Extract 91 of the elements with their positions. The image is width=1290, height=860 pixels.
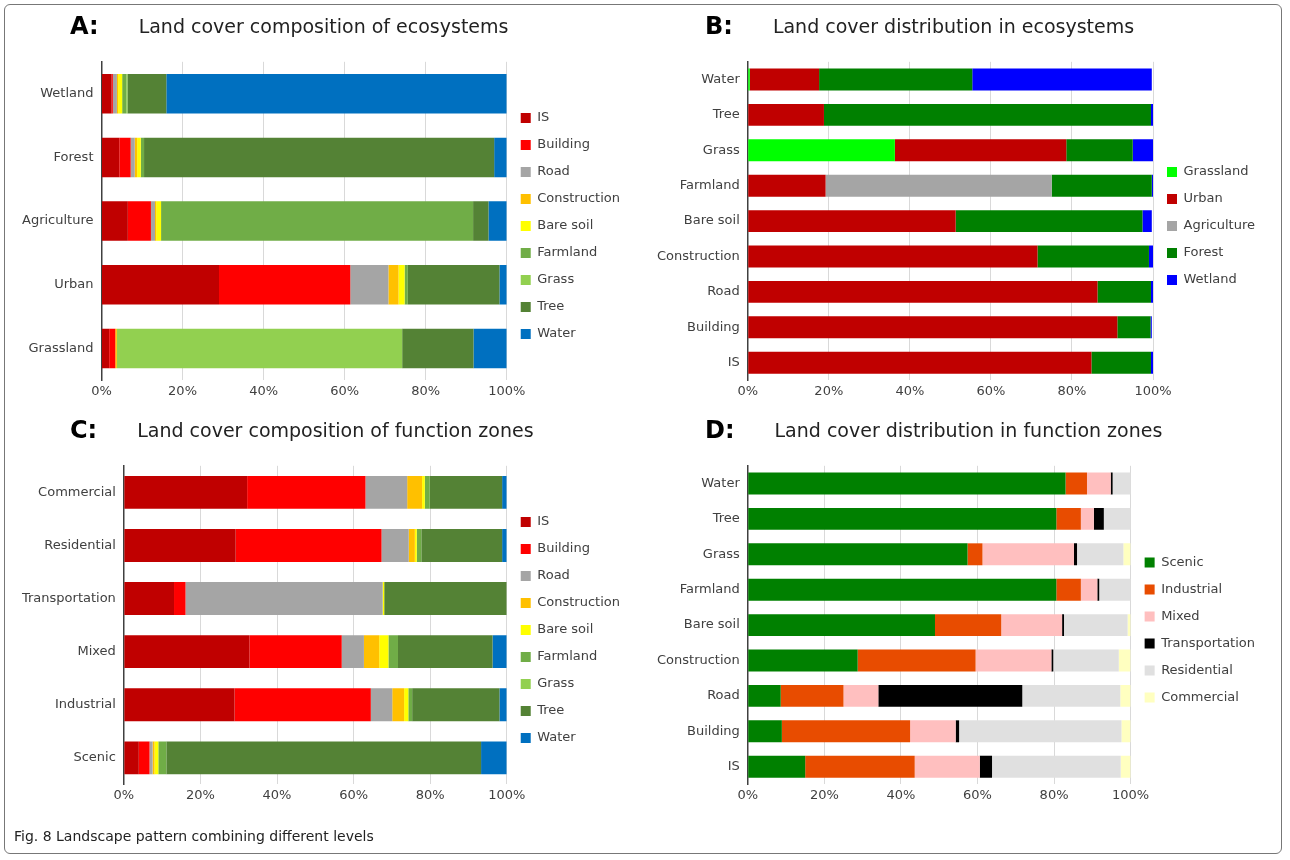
y-tick-label: Road [707, 283, 740, 299]
legend-label: Industrial [1161, 580, 1223, 596]
legend-label: Water [537, 729, 577, 745]
x-tick-label: 0% [737, 786, 759, 802]
x-tick-label: 80% [1039, 786, 1069, 802]
x-tick-label: 0% [91, 382, 112, 398]
y-tick-label: Transportation [20, 589, 116, 605]
legend-label: Wetland [1183, 271, 1237, 287]
legend-label: Building [537, 540, 590, 556]
legend-label: IS [537, 513, 550, 529]
y-tick-label: Wetland [40, 85, 94, 101]
text: B: [705, 12, 733, 40]
x-tick-label: 80% [415, 786, 445, 802]
chart-title: Land cover distribution in ecosystems [772, 15, 1135, 37]
legend-label: Agriculture [1183, 217, 1256, 233]
legend-label: Road [537, 567, 570, 583]
y-tick-label: Commercial [38, 483, 116, 499]
legend-label: Farmland [537, 648, 598, 664]
legend-label: Grassland [1183, 163, 1249, 179]
y-tick-label: Industrial [54, 696, 116, 712]
y-tick-label: Building [687, 722, 740, 738]
chart-title: Land cover composition of function zones [137, 419, 534, 441]
legend-label: Construction [537, 190, 621, 206]
x-tick-label: 20% [809, 786, 839, 802]
x-tick-label: 60% [330, 382, 360, 398]
x-tick-label: 20% [185, 786, 215, 802]
legend-label: Water [537, 325, 577, 341]
x-tick-label: 40% [886, 786, 916, 802]
x-tick-label: 60% [339, 786, 369, 802]
legend-label: Urban [1183, 190, 1223, 206]
x-tick-label: 80% [1057, 382, 1087, 398]
legend-label: Farmland [537, 244, 598, 260]
legend-label: Tree [536, 702, 565, 718]
x-tick-label: 100% [1112, 786, 1150, 802]
x-tick-label: 60% [976, 382, 1006, 398]
y-tick-label: Grassland [28, 339, 94, 355]
x-tick-label: 100% [488, 786, 526, 802]
y-tick-label: Water [701, 70, 741, 86]
y-tick-label: Farmland [679, 581, 740, 597]
legend-label: Grass [537, 675, 575, 691]
text: A: [70, 12, 99, 40]
y-tick-label: Construction [656, 651, 740, 667]
text: C: [70, 416, 98, 444]
legend-label: Transportation [1160, 634, 1256, 650]
x-tick-label: 100% [1134, 382, 1172, 398]
legend-label: Tree [536, 298, 565, 314]
y-tick-label: IS [727, 758, 740, 774]
y-tick-label: Grass [702, 141, 740, 157]
legend-label: Scenic [1161, 553, 1204, 569]
legend-label: Mixed [1161, 607, 1200, 623]
x-tick-label: 20% [168, 382, 197, 398]
legend-label: Grass [537, 271, 575, 287]
y-tick-label: Building [687, 318, 740, 334]
y-tick-label: Scenic [73, 749, 116, 765]
y-tick-label: Bare soil [683, 212, 740, 228]
legend-label: Bare soil [537, 621, 594, 637]
legend-label: IS [537, 109, 550, 125]
x-tick-label: 40% [262, 786, 292, 802]
text: D: [705, 416, 735, 444]
y-tick-label: Mixed [77, 643, 116, 659]
x-tick-label: 0% [737, 382, 759, 398]
y-tick-label: Agriculture [21, 212, 94, 228]
caption: Fig. 8 Landscape pattern combining different levels [14, 828, 374, 844]
y-tick-label: Water [701, 474, 741, 490]
legend-label: Commercial [1161, 688, 1239, 704]
x-tick-label: 60% [963, 786, 992, 802]
legend-label: Forest [1183, 244, 1224, 260]
legend-label: Construction [537, 594, 621, 610]
y-tick-label: Road [707, 687, 740, 703]
y-tick-label: Urban [54, 276, 94, 292]
legend-label: Residential [1161, 661, 1233, 677]
y-tick-label: Tree [711, 510, 740, 526]
y-tick-label: Farmland [679, 177, 740, 193]
chart-title: Land cover distribution in function zones [774, 419, 1163, 441]
y-tick-label: Bare soil [683, 616, 740, 632]
y-tick-label: IS [727, 354, 740, 370]
y-tick-label: Construction [656, 247, 740, 263]
x-tick-label: 40% [249, 382, 279, 398]
legend-label: Building [537, 136, 590, 152]
x-tick-label: 100% [488, 382, 526, 398]
y-tick-label: Forest [53, 148, 94, 164]
chart-title: Land cover composition of ecosystems [138, 15, 509, 37]
legend-label: Road [537, 163, 570, 179]
y-tick-label: Tree [711, 106, 740, 122]
x-tick-label: 0% [113, 786, 135, 802]
y-tick-label: Grass [702, 545, 740, 561]
x-tick-label: 20% [814, 382, 844, 398]
x-tick-label: 80% [411, 382, 441, 398]
legend-label: Bare soil [537, 217, 594, 233]
y-tick-label: Residential [44, 536, 116, 552]
x-tick-label: 40% [895, 382, 925, 398]
